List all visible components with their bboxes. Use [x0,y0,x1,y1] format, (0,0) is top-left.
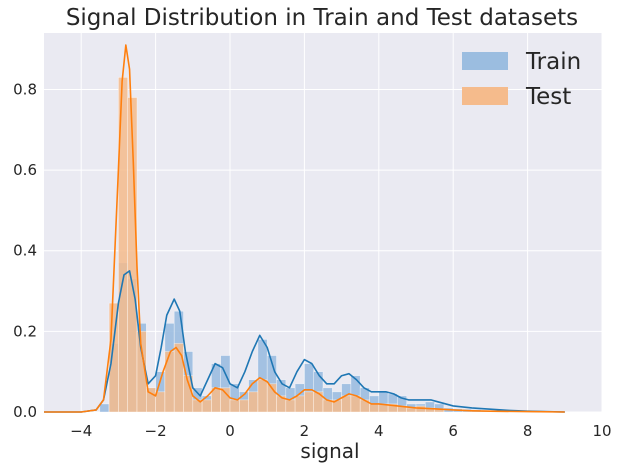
test-histogram-bar [341,395,352,413]
test-histogram-bar [304,391,314,413]
test-histogram-bar [239,399,249,413]
test-histogram-bar [294,395,305,413]
chart-title: Signal Distribution in Train and Test da… [66,5,578,31]
y-tick-labels: 0.0 0.2 0.4 0.6 0.8 [13,80,37,421]
test-histogram-bar [369,403,380,413]
test-kde-line [44,44,565,413]
test-histogram-bar [248,391,259,413]
legend-label-test: Test [525,84,571,110]
x-tick-label: 4 [374,422,384,440]
x-tick-label: 6 [448,422,458,440]
test-histogram-bar [173,343,184,413]
x-tick-labels: −4 −2 0 2 4 6 8 10 [70,422,611,440]
test-bars [108,77,445,413]
y-tick-label: 0.4 [13,242,37,260]
x-tick-label: 10 [592,422,611,440]
legend-swatch-test [462,87,508,105]
legend-swatch-train [462,52,508,70]
kde-lines [44,44,565,413]
x-tick-label: 8 [523,422,533,440]
x-axis-label: signal [300,439,359,463]
test-histogram-bar [220,387,231,413]
train-histogram-bar [99,403,110,413]
test-histogram-bar [257,379,268,413]
y-tick-label: 0.8 [13,80,37,98]
y-tick-label: 0.0 [13,403,37,421]
legend: Train Test [462,49,581,110]
x-tick-label: 2 [300,422,310,440]
test-histogram-bar [285,399,296,413]
test-histogram-bar [201,399,212,413]
y-tick-label: 0.6 [13,161,37,179]
test-histogram-bar [155,391,166,413]
y-tick-label: 0.2 [13,322,37,340]
x-tick-label: 0 [225,422,235,440]
legend-label-train: Train [525,49,581,75]
x-tick-label: −2 [145,422,167,440]
test-histogram-bar [350,395,361,413]
x-tick-label: −4 [70,422,92,440]
test-histogram-bar [229,399,240,413]
